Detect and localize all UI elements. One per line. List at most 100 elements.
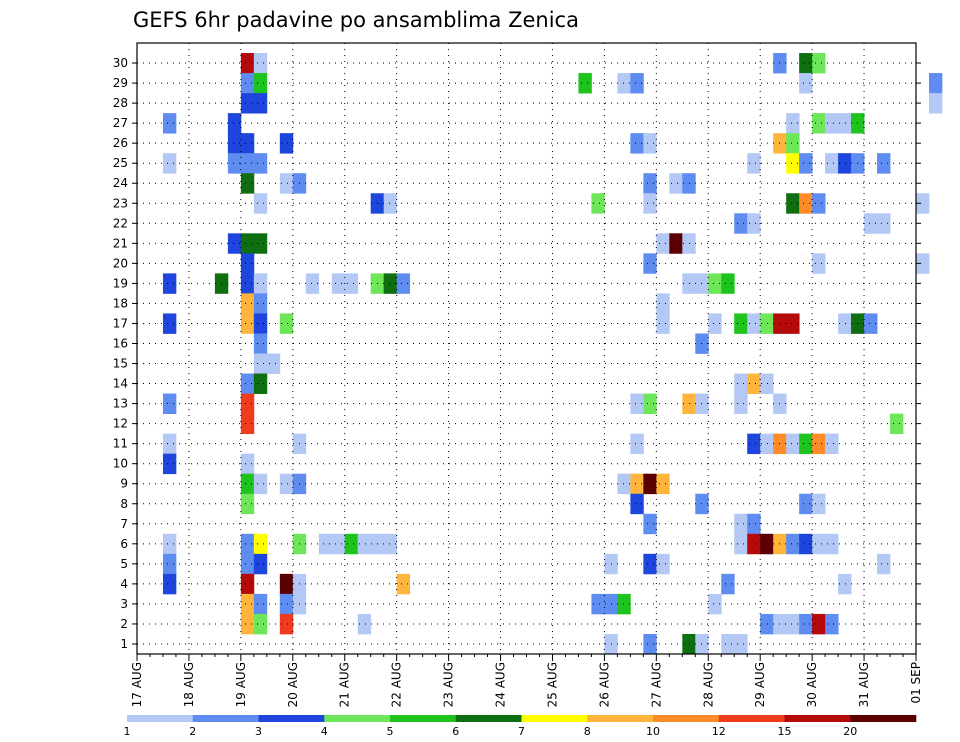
x-tick-label: 17 AUG [130, 662, 144, 707]
precip-cell [240, 493, 255, 515]
precip-cell [279, 473, 294, 495]
x-tick-label: 22 AUG [390, 662, 404, 707]
precip-cell [747, 213, 761, 234]
precip-cell [240, 553, 255, 575]
colorbar-swatch [718, 715, 785, 722]
precip-cell [240, 613, 255, 635]
precip-cell [617, 73, 631, 94]
x-tick-label: 29 AUG [753, 662, 767, 707]
y-tick-label: 22 [113, 216, 128, 230]
precip-cell [682, 233, 696, 254]
precip-cell [799, 493, 813, 515]
precip-cell [643, 393, 657, 414]
precip-cell [799, 533, 813, 555]
colorbar-swatch [784, 715, 851, 722]
precip-cell [747, 373, 761, 394]
precip-cell [812, 253, 826, 274]
precip-cell [162, 313, 177, 334]
precip-cell [747, 313, 761, 334]
precip-cell [253, 273, 268, 294]
precip-cell [630, 433, 644, 455]
precip-cell [240, 533, 255, 555]
precip-cell [162, 553, 177, 575]
precip-cell [643, 553, 657, 575]
precip-cell [240, 233, 255, 254]
precip-cell [253, 473, 268, 495]
precip-cell [630, 493, 644, 515]
chart-title: GEFS 6hr padavine po ansamblima Zenica [133, 8, 579, 32]
y-tick-label: 5 [120, 557, 128, 571]
precip-cell [253, 593, 268, 615]
precip-cell [227, 133, 242, 154]
precip-cell [162, 273, 177, 294]
precip-cell [162, 393, 177, 414]
precip-cell [734, 513, 748, 535]
y-tick-label: 2 [120, 617, 128, 631]
y-tick-label: 11 [113, 437, 128, 451]
precip-cell [383, 193, 398, 214]
precip-cell [253, 613, 268, 635]
colorbar-swatch [192, 715, 259, 722]
precip-cell [253, 193, 268, 214]
colorbar-swatch [850, 715, 917, 722]
colorbar-swatch [258, 715, 325, 722]
precip-cell [799, 153, 813, 174]
precip-cell [916, 193, 930, 214]
precip-cell [227, 233, 242, 254]
precip-cell [643, 173, 657, 194]
precip-cell [331, 533, 346, 555]
precip-cell [708, 593, 722, 615]
precip-cell [734, 373, 748, 394]
y-tick-label: 19 [113, 276, 128, 290]
precip-cell [812, 533, 826, 555]
x-tick-label: 31 AUG [857, 662, 871, 707]
precip-cell [240, 133, 255, 154]
precip-cell [240, 453, 255, 475]
precip-cell [734, 533, 748, 555]
precip-cell [812, 113, 826, 134]
y-tick-label: 9 [120, 477, 128, 491]
precip-cell [396, 573, 411, 595]
precip-cell [656, 233, 670, 254]
precip-cell [630, 133, 644, 154]
precip-cell [682, 393, 696, 414]
precip-cell [240, 273, 255, 294]
precip-cell [721, 633, 735, 655]
precip-cell [240, 573, 255, 595]
precip-cell [747, 533, 761, 555]
precip-cell [630, 393, 644, 414]
colorbar-label: 4 [321, 725, 328, 738]
precip-cell [799, 73, 813, 94]
precip-cell [838, 573, 852, 595]
precip-cell [591, 193, 605, 214]
precip-cell [617, 473, 631, 495]
precip-cell [279, 593, 294, 615]
x-tick-label: 30 AUG [805, 662, 819, 707]
y-tick-label: 1 [120, 637, 128, 651]
precip-cell [253, 533, 268, 555]
precip-cell [916, 253, 930, 274]
precip-cell [799, 193, 813, 214]
precip-cell [734, 393, 748, 414]
colorbar-swatch [653, 715, 720, 722]
precip-cell [240, 153, 255, 174]
precip-cell [240, 73, 255, 94]
y-tick-label: 17 [113, 316, 128, 330]
y-tick-label: 7 [120, 517, 128, 531]
precip-cell [928, 73, 943, 94]
precip-cell [877, 553, 891, 575]
y-tick-label: 27 [113, 116, 128, 130]
precip-cell [643, 133, 657, 154]
precip-cell [760, 613, 774, 635]
precip-cell [747, 513, 761, 535]
precip-cell [162, 573, 177, 595]
precip-cell [253, 313, 268, 334]
x-tick-label: 20 AUG [286, 662, 300, 707]
precip-cell [825, 153, 839, 174]
precip-cell [162, 453, 177, 475]
precip-cell [877, 213, 891, 234]
precip-cell [786, 533, 800, 555]
colorbar-label: 7 [518, 725, 525, 738]
y-tick-label: 25 [113, 156, 128, 170]
